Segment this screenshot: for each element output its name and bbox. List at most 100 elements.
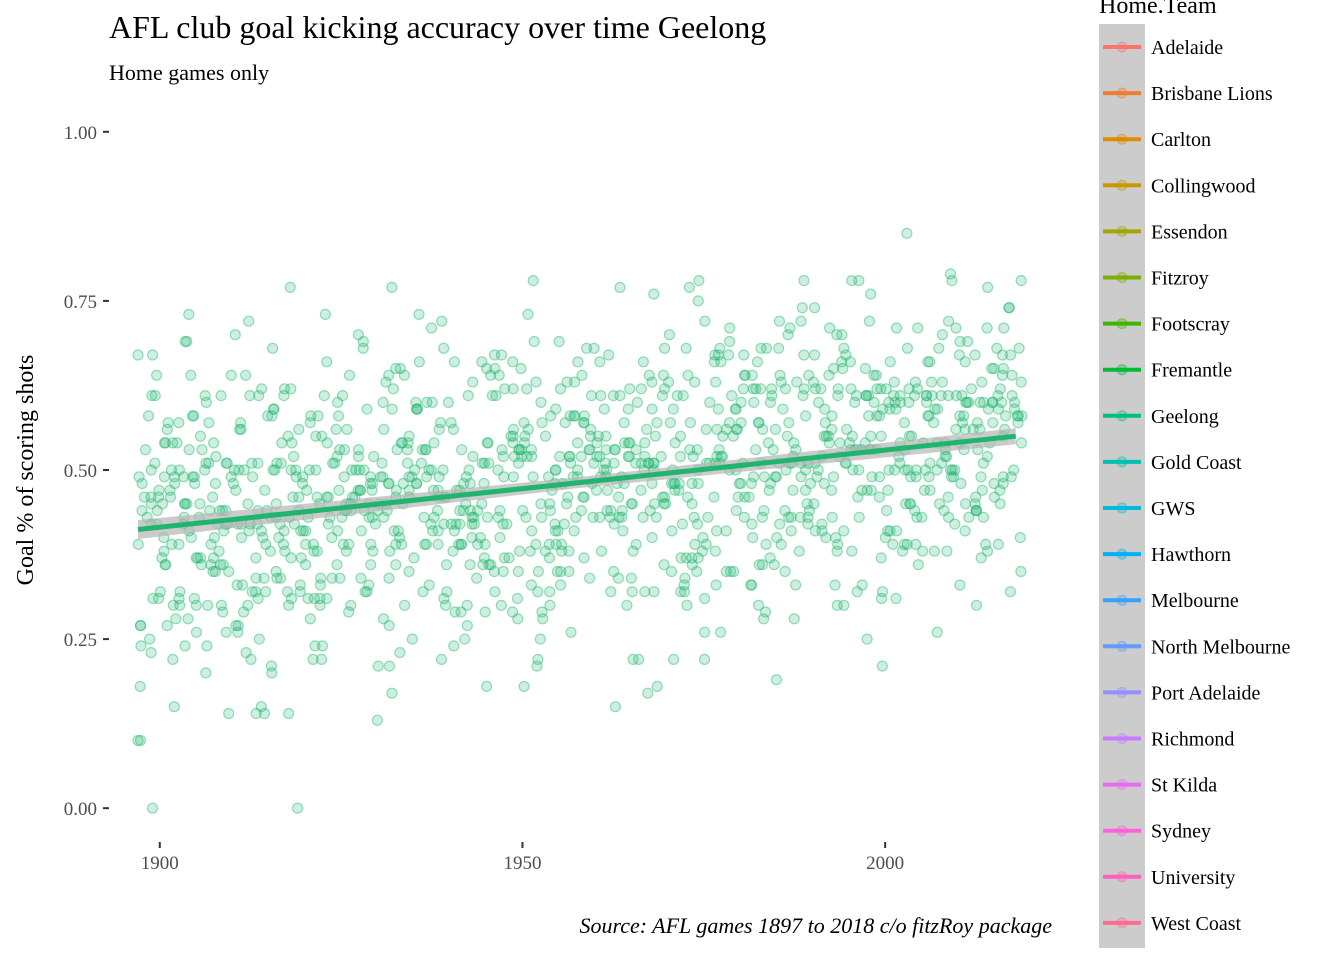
scatter-point [522, 423, 534, 435]
scatter-point [651, 417, 663, 429]
scatter-point [658, 383, 671, 395]
scatter-point [724, 322, 736, 334]
scatter-point [295, 552, 307, 564]
scatter-point [584, 430, 597, 442]
scatter-point [476, 498, 488, 510]
scatter-point [433, 423, 445, 435]
scatter-point [245, 653, 257, 666]
scatter-point [200, 396, 212, 408]
scatter-point [526, 525, 538, 537]
scatter-point [181, 335, 193, 348]
scatter-point [285, 592, 298, 605]
scatter-point [723, 335, 736, 348]
scatter-point [847, 464, 859, 476]
legend-label: Hawthorn [1151, 544, 1231, 566]
scatter-point [168, 701, 180, 713]
scatter-point [799, 484, 812, 496]
scatter-point [505, 430, 517, 442]
scatter-point [169, 477, 181, 490]
scatter-point [142, 410, 155, 422]
scatter-point [715, 356, 727, 368]
scatter-point [576, 369, 588, 381]
scatter-point [648, 586, 660, 598]
scatter-point [265, 660, 277, 672]
scatter-point [802, 518, 814, 530]
legend-point [1116, 502, 1128, 514]
scatter-point [208, 531, 220, 544]
scatter-point [768, 559, 780, 571]
scatter-point [145, 464, 157, 476]
scatter-point [185, 531, 197, 544]
scatter-point [618, 437, 631, 449]
scatter-point [999, 410, 1012, 422]
scatter-point [457, 505, 469, 517]
legend-label: Collingwood [1151, 175, 1255, 197]
scatter-point [343, 369, 356, 381]
scatter-point [367, 477, 379, 490]
scatter-point [816, 518, 828, 530]
legend-label: Sydney [1151, 821, 1211, 843]
scatter-point [995, 396, 1008, 408]
scatter-point [802, 511, 814, 523]
scatter-point [466, 531, 478, 544]
scatter-point [996, 369, 1009, 381]
scatter-point [149, 457, 161, 469]
scatter-point [630, 538, 642, 551]
scatter-point [823, 437, 835, 449]
scatter-point [507, 356, 519, 368]
chart-subtitle: Home games only [109, 60, 269, 85]
scatter-point [147, 349, 159, 361]
scatter-point [456, 444, 468, 456]
scatter-point [283, 599, 295, 611]
scatter-point [831, 329, 843, 341]
scatter-point [134, 619, 146, 632]
scatter-point [931, 626, 943, 638]
scatter-point [795, 471, 807, 483]
scatter-point [364, 471, 377, 483]
scatter-point [525, 450, 538, 463]
scatter-point [281, 586, 294, 598]
scatter-point [395, 437, 407, 449]
scatter-point [539, 430, 552, 442]
scatter-point [246, 586, 258, 598]
scatter-point [270, 565, 282, 578]
legend-item: Carlton [1103, 129, 1211, 151]
scatter-point [307, 538, 319, 551]
scatter-point [511, 592, 524, 605]
scatter-point [916, 545, 929, 557]
scatter-point [642, 457, 655, 469]
scatter-point [785, 525, 797, 537]
scatter-point [471, 572, 483, 584]
scatter-point [888, 390, 900, 402]
scatter-point [363, 579, 375, 591]
scatter-point [884, 403, 896, 415]
scatter-point [639, 450, 651, 463]
scatter-point [525, 444, 538, 456]
scatter-point [682, 369, 694, 381]
scatter-point [720, 565, 733, 578]
scatter-point [860, 390, 873, 402]
scatter-point [676, 518, 689, 530]
scatter-point [686, 552, 698, 564]
scatter-point [520, 511, 532, 523]
scatter-point [314, 579, 326, 591]
scatter-point [209, 477, 222, 490]
scatter-point [669, 484, 681, 496]
scatter-point [568, 525, 580, 537]
scatter-point [812, 464, 824, 476]
scatter-point [720, 423, 733, 435]
scatter-point [419, 444, 431, 456]
scatter-point [753, 559, 765, 571]
scatter-point [830, 531, 842, 544]
legend-point [1116, 917, 1128, 929]
scatter-point [699, 315, 711, 327]
scatter-point [297, 471, 309, 483]
scatter-point [438, 518, 450, 530]
scatter-point [808, 498, 820, 510]
scatter-point [530, 376, 542, 388]
scatter-point [309, 640, 321, 652]
scatter-point [594, 356, 606, 368]
scatter-point [630, 444, 642, 456]
scatter-point [929, 403, 941, 415]
